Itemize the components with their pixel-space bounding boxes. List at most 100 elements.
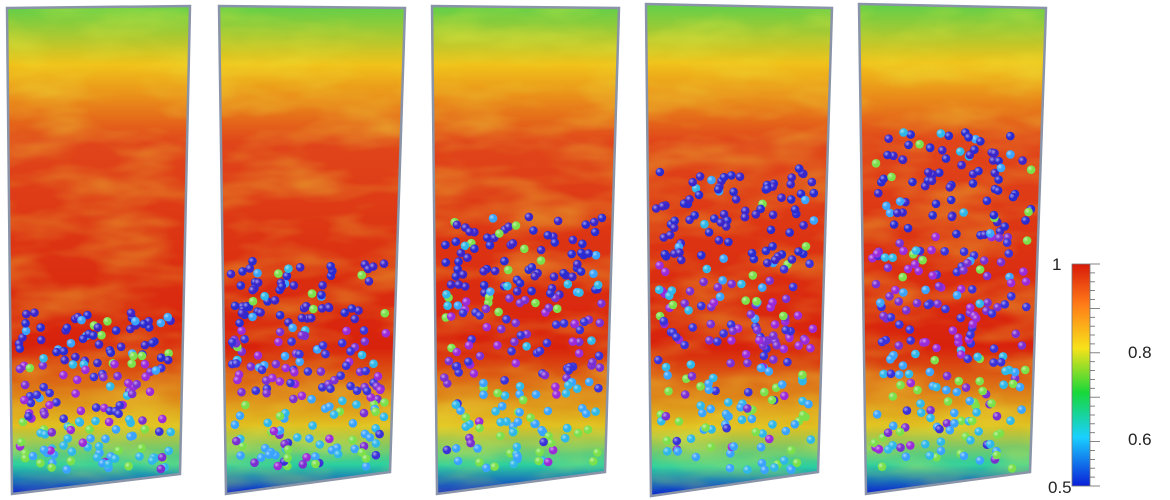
particle-highlight: [283, 445, 293, 454]
particle-highlight: [718, 276, 727, 285]
particle-highlight: [655, 261, 664, 270]
particle-highlight: [597, 213, 607, 223]
particle-highlight: [990, 168, 1000, 178]
particle-highlight: [994, 175, 1003, 184]
particle-highlight: [959, 208, 968, 217]
particle-highlight: [716, 218, 726, 227]
particle-highlight: [520, 244, 529, 254]
particle-highlight: [381, 328, 391, 338]
particle-highlight: [318, 281, 327, 290]
particle-highlight: [101, 434, 110, 444]
particle-highlight: [456, 248, 466, 258]
particle-highlight: [226, 269, 236, 279]
particle-highlight: [713, 185, 723, 194]
particle-highlight: [767, 395, 777, 405]
particle-highlight: [286, 378, 295, 388]
particle-highlight: [696, 401, 705, 410]
particle-highlight: [925, 143, 935, 153]
particle-highlight: [741, 296, 750, 305]
particle-highlight: [562, 423, 572, 433]
particle-highlight: [659, 316, 668, 326]
particle-highlight: [660, 267, 670, 277]
particle-highlight: [794, 247, 803, 256]
particle-highlight: [725, 463, 735, 473]
particle-highlight: [808, 324, 818, 334]
particle-highlight: [796, 189, 806, 199]
particle-highlight: [787, 255, 797, 264]
particle-highlight: [460, 241, 470, 251]
particle-highlight: [931, 232, 940, 242]
particle-highlight: [325, 434, 334, 444]
particle-highlight: [552, 390, 561, 399]
particle-highlight: [309, 304, 318, 314]
particle-highlight: [932, 343, 941, 353]
particle-highlight: [348, 435, 358, 445]
particle-highlight: [809, 188, 819, 198]
particle-highlight: [709, 298, 719, 307]
snapshot-panels: [5, 2, 1048, 498]
particle-highlight: [92, 453, 102, 462]
turbulent-plumes: [219, 6, 405, 494]
particle-highlight: [71, 389, 80, 398]
particle-highlight: [293, 433, 302, 442]
particle-highlight: [1020, 365, 1030, 375]
particle-highlight: [287, 337, 296, 346]
particle-highlight: [1006, 131, 1015, 141]
particle-highlight: [1019, 267, 1028, 276]
particle-highlight: [898, 361, 908, 370]
particle-highlight: [302, 453, 311, 462]
particle-highlight: [779, 456, 789, 465]
particle-highlight: [768, 242, 777, 251]
particle-highlight: [561, 389, 571, 398]
particle-highlight: [940, 247, 949, 256]
particle-highlight: [688, 323, 697, 332]
particle-highlight: [248, 285, 257, 295]
particle-highlight: [974, 166, 983, 176]
particle-highlight: [684, 306, 693, 315]
particle-highlight: [93, 358, 102, 368]
particle-highlight: [274, 337, 283, 347]
particle-highlight: [769, 331, 778, 340]
particle-highlight: [1002, 238, 1012, 247]
particle-highlight: [531, 419, 540, 429]
particle-highlight: [289, 281, 299, 290]
particle-highlight: [785, 228, 794, 237]
particle-highlight: [973, 352, 982, 362]
particle-highlight: [452, 361, 462, 371]
particle-highlight: [936, 437, 946, 447]
particle-highlight: [441, 258, 451, 267]
particle-highlight: [705, 336, 714, 345]
particle-highlight: [443, 301, 452, 311]
particle-highlight: [346, 381, 355, 391]
particle-highlight: [701, 423, 710, 432]
particle-highlight: [736, 403, 745, 412]
snapshot-panel: [5, 4, 192, 496]
particle-highlight: [515, 408, 524, 417]
particle-highlight: [896, 380, 905, 390]
particle-highlight: [895, 197, 905, 206]
particle-highlight: [663, 447, 672, 456]
particle-highlight: [770, 320, 780, 329]
particle-highlight: [40, 410, 49, 419]
particle-highlight: [754, 336, 764, 345]
particle-highlight: [257, 365, 267, 375]
particle-highlight: [590, 227, 600, 237]
particle-highlight: [15, 344, 25, 353]
particle-highlight: [899, 288, 908, 297]
particle-highlight: [587, 336, 596, 345]
particle-highlight: [248, 296, 258, 306]
particle-highlight: [724, 398, 733, 407]
particle-highlight: [350, 444, 360, 454]
particle-highlight: [18, 417, 28, 427]
particle-highlight: [902, 406, 912, 415]
particle-highlight: [164, 349, 173, 358]
particle-highlight: [783, 357, 792, 367]
particle-highlight: [595, 318, 605, 328]
particle-highlight: [490, 462, 499, 471]
particle-highlight: [113, 371, 122, 381]
particle-highlight: [62, 323, 72, 333]
particle-highlight: [105, 382, 115, 391]
particle-highlight: [563, 279, 573, 289]
particle-highlight: [787, 173, 796, 182]
particle-highlight: [936, 446, 946, 456]
